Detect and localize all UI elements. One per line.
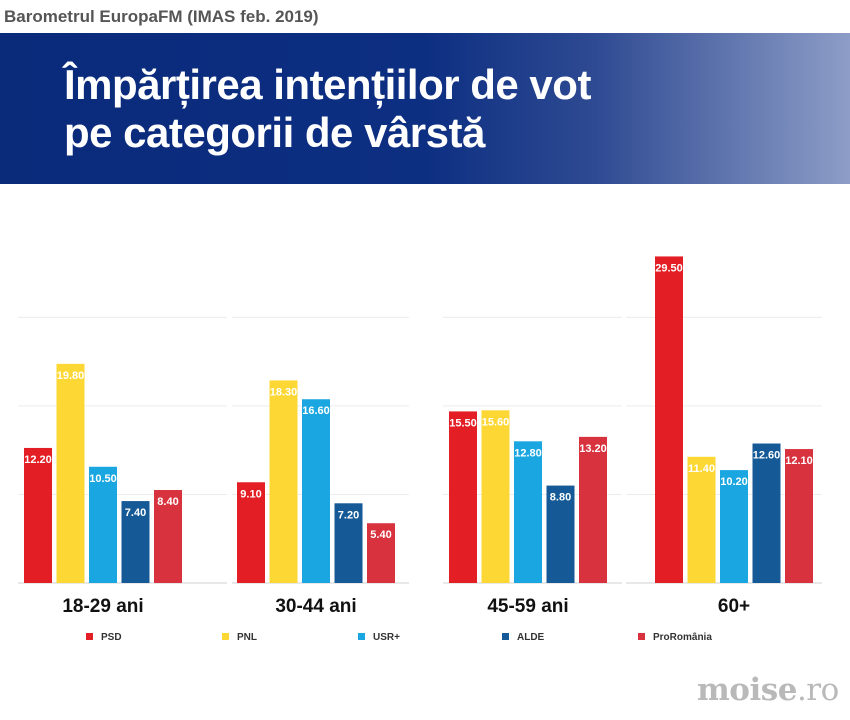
bar: [154, 490, 182, 583]
bar-value-label: 29.50: [655, 262, 683, 274]
category-label: 45-59 ani: [487, 596, 568, 617]
bar-value-label: 8.40: [157, 496, 178, 508]
bar-value-label: 16.60: [302, 405, 330, 417]
bar: [56, 363, 85, 583]
bar: [24, 447, 52, 583]
bar-value-label: 18.30: [270, 386, 298, 398]
bar: [720, 470, 748, 583]
bar: [367, 523, 395, 583]
bar: [687, 456, 716, 583]
bar: [449, 411, 477, 583]
title-banner: Împărțirea intențiilor de vot pe categor…: [0, 33, 850, 184]
legend-swatch: [86, 633, 93, 640]
watermark-logo: moise.ro: [697, 672, 839, 708]
bar-value-label: 12.80: [514, 447, 542, 459]
bar-value-label: 15.60: [482, 416, 510, 428]
bar: [269, 380, 298, 583]
bar: [785, 449, 813, 583]
bar-value-label: 19.80: [57, 370, 85, 382]
bar: [121, 501, 150, 583]
bar: [579, 436, 607, 583]
legend-swatch: [638, 633, 645, 640]
legend-label: USR+: [373, 632, 400, 643]
bar: [302, 399, 330, 583]
bar: [546, 485, 575, 583]
bar-value-label: 11.40: [688, 463, 715, 475]
chart-category-labels: 18-29 ani 30-44 ani 45-59 ani 60+: [62, 596, 750, 617]
bar-chart: 12.20 19.80 10.50 7.40 8.40 9.10 18.30 16.60 7.2…: [18, 256, 822, 643]
bar: [89, 466, 117, 583]
bar-value-label: 12.10: [785, 455, 813, 467]
bar-value-label: 7.40: [125, 507, 146, 519]
bar: [237, 482, 265, 583]
legend-label: ALDE: [517, 632, 545, 643]
category-label: 30-44 ani: [275, 596, 356, 617]
category-label: 60+: [718, 596, 750, 617]
bar: [752, 443, 781, 583]
bar-value-label: 13.20: [579, 443, 607, 455]
bar: [655, 256, 683, 583]
legend-label: ProRomânia: [653, 632, 712, 643]
chart-source: Barometrul EuropaFM (IMAS feb. 2019): [4, 7, 319, 26]
chart-legend: PSD PNL USR+ ALDE ProRomânia: [86, 632, 712, 643]
bar: [334, 503, 363, 583]
chart-title: Împărțirea intențiilor de vot pe categor…: [64, 61, 764, 157]
chart-data-labels: 12.20 19.80 10.50 7.40 8.40 9.10 18.30 16.60 7.2…: [24, 262, 813, 541]
bar-value-label: 10.20: [720, 476, 748, 488]
bar-value-label: 7.20: [338, 509, 359, 521]
bar: [481, 410, 510, 583]
bar-value-label: 5.40: [370, 529, 391, 541]
chart-bars: [24, 256, 813, 583]
bar-value-label: 8.80: [550, 492, 571, 504]
legend-swatch: [358, 633, 365, 640]
bar-value-label: 9.10: [240, 488, 261, 500]
category-label: 18-29 ani: [62, 596, 143, 617]
legend-swatch: [222, 633, 229, 640]
watermark-name: moise: [697, 672, 797, 708]
legend-label: PNL: [237, 632, 257, 643]
legend-swatch: [502, 633, 509, 640]
bar: [514, 441, 542, 583]
chart-title-line-2: pe categorii de vârstă: [64, 109, 485, 156]
bar-value-label: 12.60: [753, 450, 781, 462]
bar-value-label: 12.20: [24, 454, 52, 466]
chart-title-line-1: Împărțirea intențiilor de vot: [64, 61, 591, 108]
legend-label: PSD: [101, 632, 122, 643]
bar-value-label: 10.50: [89, 473, 117, 485]
watermark-suffix: .ro: [796, 672, 839, 708]
bar-value-label: 15.50: [449, 417, 477, 429]
